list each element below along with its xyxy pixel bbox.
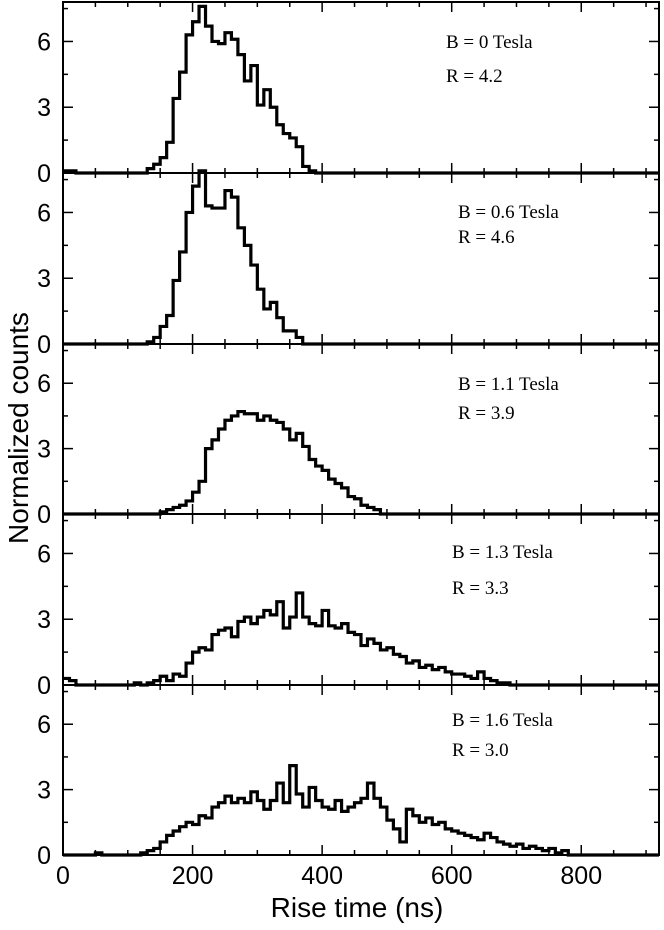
field-annotation: B = 0 Tesla: [446, 32, 533, 53]
panels: 0 3 6 B = 0 Tesla R = 4.2 0 3 6 B = 0.6 Tesla R =…: [37, 1, 660, 870]
panel-2: 0 3 6 B = 0.6 Tesla R = 4.6: [37, 169, 660, 359]
panel-1: 0 3 6 B = 0 Tesla R = 4.2: [37, 1, 660, 188]
histogram-series: [63, 4, 659, 175]
y-axis-title: Normalized counts: [3, 312, 34, 544]
y-tick-label: 3: [37, 265, 51, 293]
panel-frame: [62, 513, 660, 686]
y-tick-label: 0: [37, 331, 51, 359]
histogram-series: [63, 169, 659, 346]
histogram-series: [63, 409, 659, 516]
x-tick-labels: 0 200 400 600 800: [56, 862, 602, 890]
y-tick-label: 6: [37, 199, 51, 227]
y-tick-label: 0: [37, 842, 51, 870]
x-tick-label: 400: [301, 862, 343, 890]
field-annotation: B = 1.1 Tesla: [458, 374, 559, 395]
panel-4: 0 3 6 B = 1.3 Tesla R = 3.3: [37, 513, 660, 700]
panel-3: 0 3 6 B = 1.1 Tesla R = 3.9: [37, 343, 660, 529]
panel-frame: [62, 1, 660, 174]
ratio-annotation: R = 3.0: [452, 740, 509, 761]
ratio-annotation: R = 3.3: [452, 578, 509, 599]
x-tick-label: 600: [431, 862, 473, 890]
y-tick-label: 3: [37, 777, 51, 805]
field-annotation: B = 1.3 Tesla: [452, 542, 553, 563]
ratio-annotation: R = 4.6: [458, 227, 515, 248]
histogram-series: [63, 591, 659, 687]
panel-frame: [62, 343, 660, 515]
ratio-annotation: R = 4.2: [446, 66, 503, 87]
y-tick-label: 3: [37, 606, 51, 634]
y-tick-label: 0: [37, 672, 51, 700]
panel-frame: [62, 684, 660, 856]
y-tick-label: 0: [37, 501, 51, 529]
x-tick-label: 200: [172, 862, 214, 890]
y-tick-label: 6: [37, 28, 51, 56]
x-tick-label: 800: [560, 862, 602, 890]
x-axis-title: Rise time (ns): [271, 892, 444, 923]
y-tick-label: 6: [37, 711, 51, 739]
ratio-annotation: R = 3.9: [458, 403, 515, 424]
y-tick-label: 6: [37, 540, 51, 568]
y-tick-label: 3: [37, 94, 51, 122]
x-tick-label: 0: [56, 862, 70, 890]
histogram-series: [63, 764, 659, 857]
field-annotation: B = 1.6 Tesla: [452, 710, 553, 731]
panel-frame: [62, 172, 660, 345]
y-tick-label: 0: [37, 160, 51, 188]
y-tick-label: 6: [37, 370, 51, 398]
field-annotation: B = 0.6 Tesla: [458, 202, 559, 223]
panel-5: 0 3 6 B = 1.6 Tesla R = 3.0: [37, 684, 660, 870]
y-tick-label: 3: [37, 436, 51, 464]
